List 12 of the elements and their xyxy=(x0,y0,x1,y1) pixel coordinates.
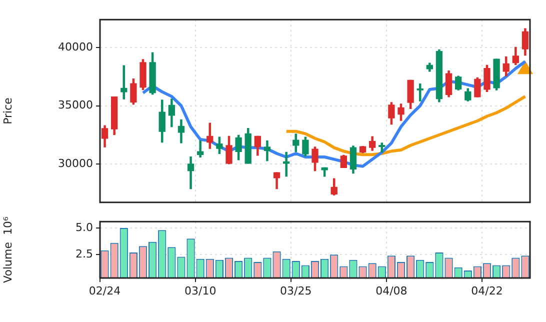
x-tick-label: 04/08 xyxy=(376,284,408,298)
y-axis-title: Price xyxy=(1,97,14,124)
y-tick-label: 40000 xyxy=(58,40,93,54)
x-tick-label: 04/22 xyxy=(471,284,503,298)
y-tick-label: 5.0 xyxy=(76,220,93,234)
x-tick-label: 03/25 xyxy=(280,284,312,298)
y-tick-label: 35000 xyxy=(58,98,93,112)
y-tick-label: 2.5 xyxy=(76,247,93,260)
y-tick-label: 30000 xyxy=(58,156,93,170)
y-axis-title: Volume 10⁶ xyxy=(1,216,14,283)
x-tick-label: 02/24 xyxy=(88,284,121,298)
x-tick-label: 03/10 xyxy=(184,284,216,298)
